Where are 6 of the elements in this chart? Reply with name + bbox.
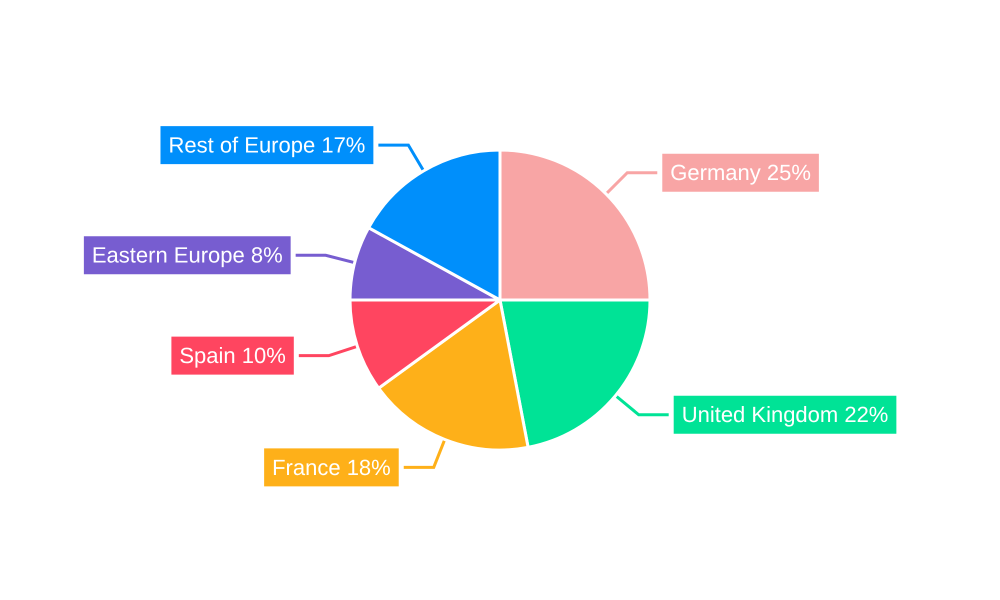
slice-label: Germany 25% <box>670 160 811 186</box>
slice-label: Eastern Europe 8% <box>92 242 283 268</box>
slice-label: France 18% <box>272 454 391 480</box>
slice-label: Rest of Europe 17% <box>168 132 366 158</box>
slice-label: United Kingdom 22% <box>682 402 888 428</box>
slice-label: Spain 10% <box>179 343 286 368</box>
